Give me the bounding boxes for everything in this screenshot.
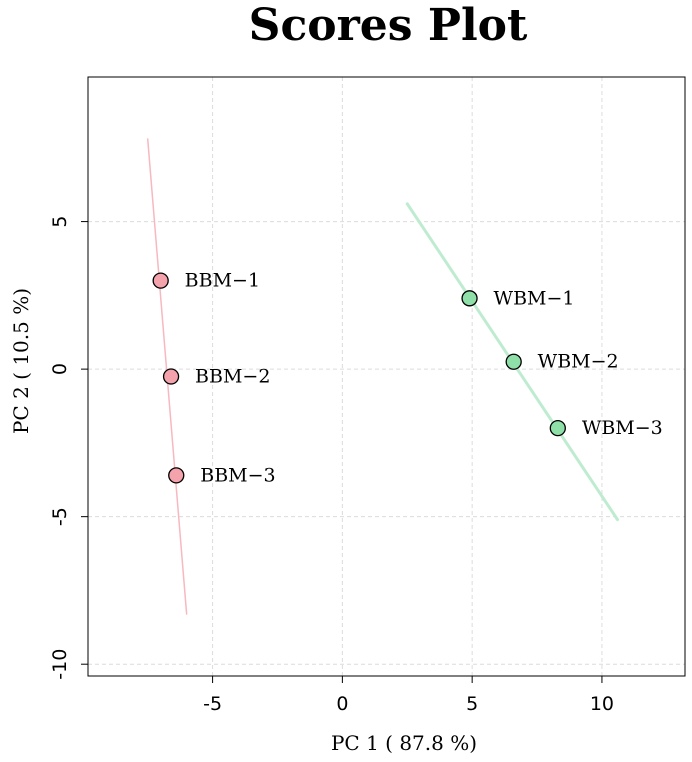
plot-frame xyxy=(87,76,686,677)
ticks-layer: -5 0 5 10 -10 -5 0 5 xyxy=(49,216,614,715)
data-point xyxy=(168,467,185,484)
grid-layer xyxy=(88,77,685,676)
data-point xyxy=(162,368,180,385)
y-axis-label: PC 2 ( 10.5 %) xyxy=(9,288,33,434)
x-tick-label: 5 xyxy=(466,693,478,715)
point-label: BBM−3 xyxy=(200,464,275,486)
point-label: WBM−1 xyxy=(494,287,575,309)
x-tick-label: 10 xyxy=(590,693,614,715)
point-label: BBM−1 xyxy=(185,270,260,292)
y-tick-label: -5 xyxy=(49,507,71,526)
chart-title: Scores Plot xyxy=(249,0,528,51)
x-tick-label: -5 xyxy=(203,693,222,715)
y-tick-label: -10 xyxy=(49,649,71,680)
points-layer: BBM−1 BBM−2 BBM−3 WBM−1 WBM−2 WBM−3 xyxy=(152,270,663,486)
data-point xyxy=(549,419,566,437)
x-axis-label: PC 1 ( 87.8 %) xyxy=(331,731,477,755)
point-label: WBM−2 xyxy=(538,351,619,373)
y-tick-label: 5 xyxy=(49,216,71,228)
point-label: BBM−2 xyxy=(195,366,270,388)
point-label: WBM−3 xyxy=(582,417,663,439)
x-tick-label: 0 xyxy=(336,693,348,715)
data-point xyxy=(461,290,478,307)
y-tick-label: 0 xyxy=(49,363,71,375)
data-point xyxy=(505,353,522,370)
data-point xyxy=(152,272,169,289)
